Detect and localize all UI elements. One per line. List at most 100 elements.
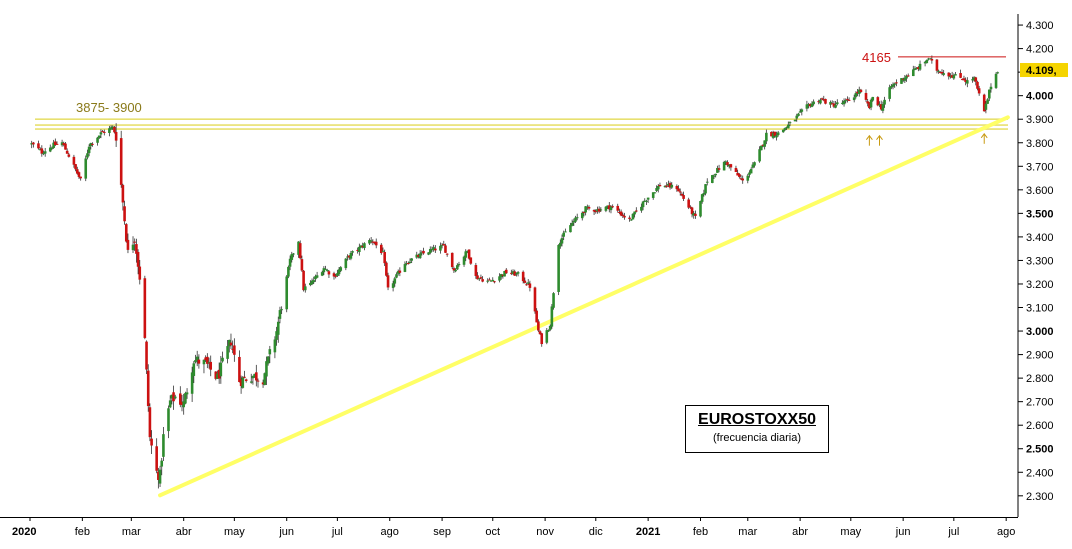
candle-body	[869, 99, 873, 108]
candle-body	[403, 264, 407, 272]
candle-body	[535, 310, 538, 323]
candle-body	[606, 205, 609, 207]
candle-body	[596, 209, 599, 212]
candle-body	[724, 161, 728, 163]
candle-body	[310, 280, 314, 285]
candle-body	[91, 143, 94, 145]
candle-body	[444, 245, 447, 253]
candle-body	[428, 248, 432, 254]
candle-body	[746, 175, 750, 181]
candle-body	[655, 188, 658, 191]
candle-body	[32, 142, 35, 145]
candle-body	[244, 379, 248, 382]
candle-body	[807, 104, 810, 106]
candle-body	[493, 281, 496, 283]
chart-subtitle: (frecuencia diaria)	[712, 432, 802, 444]
candle-body	[86, 153, 89, 158]
candle-body	[491, 279, 495, 282]
candle-body	[501, 274, 505, 276]
candle-body	[466, 250, 469, 252]
candle-body	[415, 254, 419, 258]
candle-body	[155, 446, 158, 471]
candle-body	[346, 256, 349, 258]
candle-body	[528, 283, 532, 288]
candle-body	[959, 73, 962, 78]
candle-body	[812, 101, 815, 105]
y-tick-label: 2.300	[1026, 491, 1054, 503]
candle-body	[559, 242, 562, 247]
candle-body	[716, 167, 719, 173]
candle-body	[474, 265, 478, 276]
candle-body	[986, 99, 989, 104]
candle-body	[994, 73, 998, 88]
candle-body	[677, 188, 680, 192]
candle-body	[266, 356, 270, 364]
candle-body	[950, 75, 954, 78]
candle-body	[611, 206, 614, 208]
candle-body	[653, 192, 657, 194]
candle-body	[381, 250, 385, 252]
candle-body	[504, 269, 508, 274]
x-tick-label: nov	[536, 526, 554, 538]
up-arrow-icon	[980, 132, 988, 139]
candle-body	[396, 271, 400, 274]
candle-body	[101, 131, 104, 133]
up-arrow-icon	[876, 134, 883, 140]
candle-body	[238, 356, 241, 383]
candle-body	[668, 183, 672, 188]
candle-body	[216, 373, 219, 379]
candle-body	[42, 153, 45, 155]
candle-body	[292, 253, 295, 255]
x-tick-label: may	[840, 526, 861, 538]
candle-body	[498, 276, 501, 281]
candle-body	[868, 102, 871, 109]
candle-body	[515, 273, 518, 275]
candle-body	[564, 231, 567, 233]
candle-body	[607, 205, 611, 210]
candle-body	[533, 287, 537, 312]
candle-body	[261, 382, 265, 385]
candle-body	[785, 127, 788, 129]
candle-body	[537, 321, 540, 331]
y-tick-label: 3.400	[1026, 232, 1054, 244]
x-tick-label: feb	[693, 526, 708, 538]
candle-body	[60, 142, 64, 146]
candle-body	[609, 206, 613, 211]
candle-body	[623, 215, 626, 218]
candle-body	[229, 342, 233, 346]
candle-body	[96, 137, 99, 143]
candle-body	[942, 73, 945, 75]
candle-body	[631, 213, 635, 220]
candle-body	[168, 400, 172, 408]
candle-body	[629, 219, 633, 221]
candle-body	[467, 249, 471, 259]
candle-body	[417, 254, 420, 257]
y-tick-labels: 2.300 2.400 2.500 2.600 2.700 2.800 2.900 3.000…	[1026, 20, 1054, 503]
candle-body	[233, 345, 236, 355]
candle-body	[359, 245, 363, 248]
candle-body	[736, 172, 739, 176]
candle-body	[866, 101, 869, 104]
candle-body	[38, 149, 42, 151]
candle-body	[351, 251, 354, 253]
candle-body	[371, 241, 375, 243]
candle-body	[157, 471, 160, 480]
candle-body	[857, 89, 861, 94]
annotations: 3875- 3900 4165 4.109,	[76, 50, 1068, 146]
candle-body	[97, 135, 101, 138]
candle-body	[776, 132, 780, 136]
candle-body	[748, 172, 751, 175]
candle-body	[450, 252, 454, 268]
candle-body	[658, 185, 662, 187]
candle-body	[173, 396, 177, 399]
candle-body	[185, 392, 189, 395]
candle-body	[667, 183, 670, 186]
candle-body	[819, 99, 822, 104]
candle-body	[276, 321, 280, 335]
candle-body	[184, 393, 187, 404]
x-tick-label: 2021	[636, 526, 660, 538]
candle-body	[369, 240, 373, 242]
candle-body	[84, 158, 88, 179]
candle-body	[192, 363, 196, 376]
candle-body	[72, 156, 76, 165]
